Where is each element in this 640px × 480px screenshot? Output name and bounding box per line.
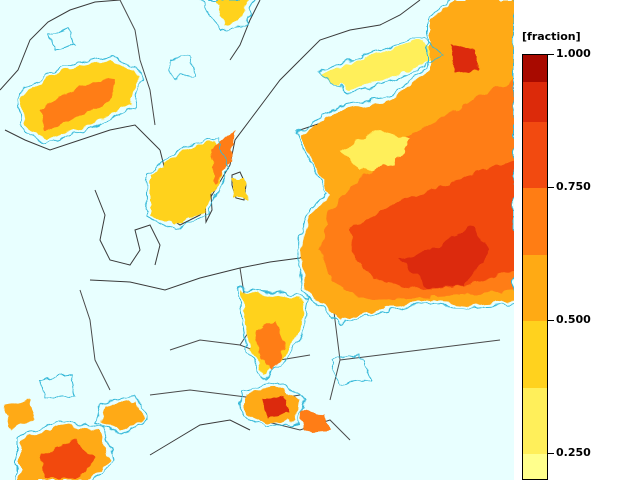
colorbar-bin [523, 188, 547, 255]
colorbar-bin [523, 121, 547, 189]
contour-lines [16, 0, 514, 480]
colorbar-tick [548, 453, 554, 455]
colorbar-bin [523, 55, 547, 82]
border-czech [169, 339, 311, 361]
colorbar-tick-label: 1.000 [556, 47, 591, 60]
colorbar-bin [523, 454, 547, 479]
map-panel [0, 0, 514, 480]
border-ukraine [339, 339, 501, 361]
colorbar-tick [548, 187, 554, 189]
field-central-mid [255, 320, 285, 370]
field-balkan-spots [300, 410, 330, 432]
legend-title: [fraction] [522, 30, 581, 43]
colorbar-bin [523, 321, 547, 388]
colorbar-tick-label: 0.750 [556, 180, 591, 194]
norway-coast [0, 0, 161, 151]
field-alps-mid [40, 440, 95, 478]
field-slovenia [100, 400, 145, 430]
fraction-field [5, 0, 514, 480]
field-hungary-core [260, 395, 290, 418]
colorbar-bin [523, 387, 547, 455]
denmark-coast [94, 189, 161, 266]
field-sweden-mid [210, 130, 235, 185]
colorbar-bin [523, 81, 547, 122]
field-sweden-low [150, 140, 225, 225]
field-alps-west [5, 400, 35, 430]
colorbar-tick [548, 54, 554, 55]
bothnia-coast [229, 0, 421, 61]
colorbar-tick [548, 320, 554, 322]
colorbar-tick-label: 0.250 [556, 446, 591, 460]
border-germany-west [79, 289, 111, 391]
colorbar-tick-label: 0.500 [556, 313, 591, 327]
legend-panel: [fraction] 1.000 0.750 0.500 0.250 [514, 0, 640, 480]
adriatic-coast [149, 419, 251, 456]
field-estonia-spot [450, 45, 478, 72]
colorbar-bin [523, 254, 547, 322]
field-latvia-pale [340, 130, 410, 170]
field-east-core [400, 225, 490, 288]
colorbar [522, 54, 548, 480]
gotland [231, 171, 247, 201]
field-norway-north [215, 0, 250, 25]
field-finland-strip [320, 40, 440, 90]
border-norway-sweden [119, 0, 156, 126]
field-norway-mid [40, 78, 115, 130]
fraction-map [0, 0, 514, 480]
field-gotland [232, 178, 246, 198]
